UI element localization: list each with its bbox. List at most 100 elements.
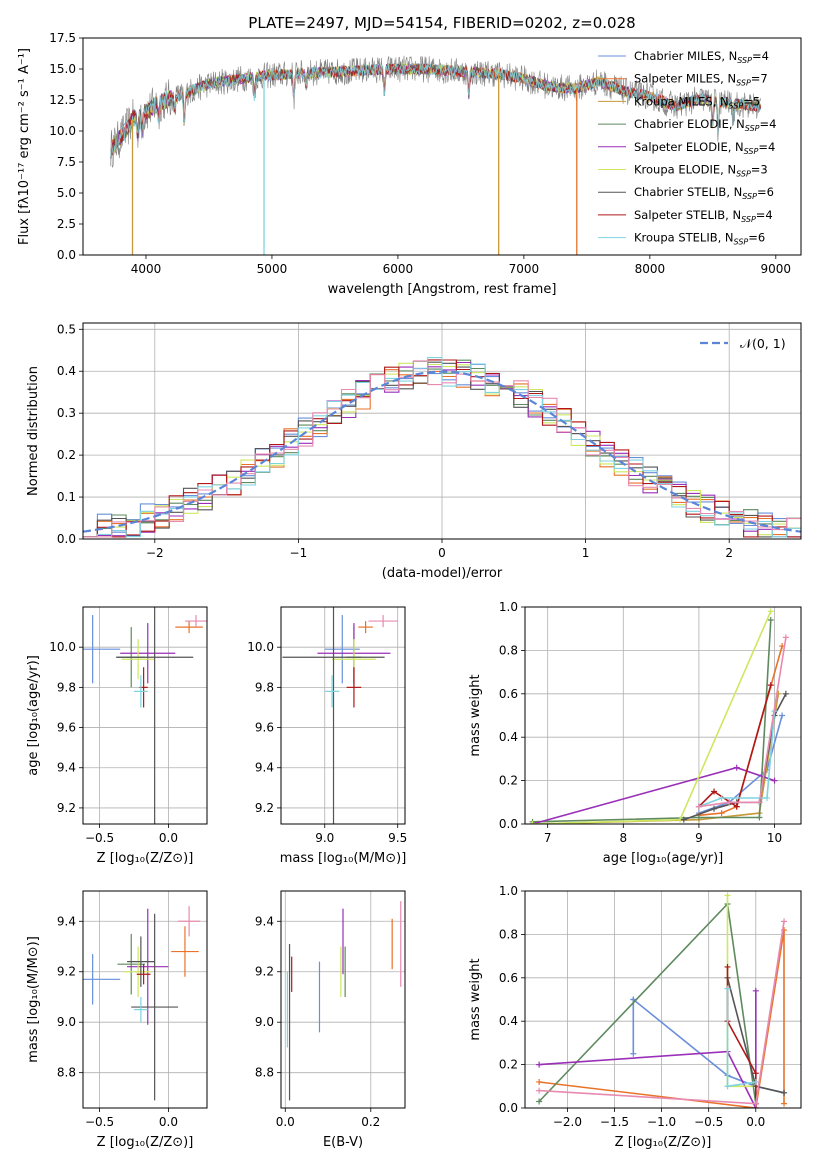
tick-label-y: 0.2 — [499, 1058, 518, 1072]
tick-label-y: 5.0 — [57, 186, 76, 200]
legend-subscript: SSP — [736, 170, 751, 179]
legend-tail: =5 — [743, 94, 760, 108]
tick-label-x: 6000 — [383, 262, 414, 276]
plot-area-age-vs-mass — [282, 607, 398, 824]
tick-label-x: 8000 — [635, 262, 666, 276]
tick-label-y: 9.6 — [57, 721, 76, 735]
errorbar-point — [368, 615, 398, 628]
tick-label-y: 0.5 — [57, 322, 76, 336]
tick-label-x: −2.0 — [553, 1115, 582, 1129]
weight-marker — [752, 1078, 759, 1085]
weight-marker — [718, 810, 725, 817]
errorbar-point — [171, 926, 199, 977]
legend-entry: Kroupa STELIB, NSSP=6 — [634, 231, 765, 247]
axes-weight-vs-age: 7 8 9 10 0.0 0.2 0.4 0.6 0.8 1.0 age [log₁₀(age/yr… — [468, 600, 802, 866]
axis-label-y: Normed distribution — [26, 366, 41, 496]
tick-label-y: 1.0 — [499, 600, 518, 614]
plot-area-age-vs-Z — [83, 607, 207, 824]
errorbar-point — [127, 908, 169, 1025]
tick-label-y: 0.2 — [57, 448, 76, 462]
tick-label-y: 0.0 — [499, 1101, 518, 1115]
errorbar-point — [178, 906, 201, 937]
legend-subscript: SSP — [729, 101, 744, 110]
model-spectrum-line — [110, 63, 762, 159]
axis-label-x: age [log₁₀(age/yr)] — [603, 851, 724, 866]
tick-label-x: −0.5 — [85, 1115, 114, 1129]
legend-subscript: SSP — [744, 147, 759, 156]
weight-marker — [779, 712, 786, 719]
errorbar-point — [346, 667, 362, 708]
weight-line — [532, 693, 780, 824]
legend-label: Salpeter MILES, N — [634, 72, 736, 86]
weight-marker — [724, 892, 731, 899]
weight-marker — [767, 608, 774, 615]
weight-line — [532, 619, 772, 823]
tick-label-y: 9.2 — [57, 801, 76, 815]
weight-marker — [767, 617, 774, 624]
errorbar-point — [83, 954, 121, 1005]
legend-label: Salpeter ELODIE, N — [634, 140, 744, 154]
weight-marker — [782, 634, 789, 641]
tick-label-x: 9000 — [761, 262, 792, 276]
axes-mass-vs-Z: −0.5 0.0 8.8 9.0 9.2 9.4 Z [log₁₀(Z/Z⊙)] mass [… — [26, 890, 208, 1150]
tick-label-x: 7000 — [509, 262, 540, 276]
weight-line — [698, 645, 783, 817]
weight-marker — [711, 788, 718, 795]
axis-label-y: mass weight — [468, 958, 483, 1040]
tick-label-x: 7 — [544, 831, 552, 845]
errorbar-point — [124, 946, 152, 997]
plot-area-weight-vs-age — [529, 608, 789, 824]
weight-marker — [756, 814, 763, 821]
axes-frame — [82, 606, 208, 825]
axes-frame — [524, 606, 802, 825]
weight-marker — [536, 1087, 543, 1094]
legend-entry: Salpeter ELODIE, NSSP=4 — [634, 140, 775, 156]
tick-label-x: −2 — [146, 546, 164, 560]
tick-label-y: 9.4 — [57, 914, 76, 928]
tick-label-x: 9.0 — [315, 831, 334, 845]
weight-marker — [771, 777, 778, 784]
tick-label-y: 9.4 — [255, 914, 274, 928]
tick-label-y: 10.0 — [49, 640, 76, 654]
legend-tail: =7 — [751, 72, 768, 86]
tick-label-y: 0.6 — [499, 971, 518, 985]
tick-label-y: 0.8 — [499, 643, 518, 657]
weight-marker — [718, 794, 725, 801]
tick-label-y: 0.0 — [499, 817, 518, 831]
legend-entry: Chabrier ELODIE, NSSP=4 — [634, 117, 776, 133]
weight-marker — [724, 985, 731, 992]
tick-label-y: 0.4 — [57, 364, 76, 378]
errorbar-point — [133, 675, 148, 708]
axis-label-y: mass weight — [468, 674, 483, 756]
legend-subscript: SSP — [742, 192, 757, 201]
weight-marker — [536, 1061, 543, 1068]
axes-age-vs-mass: 9.0 9.5 9.2 9.4 9.6 9.8 10.0 mass [log₁₀(M/M⊙)] — [247, 606, 407, 866]
errorbar-point — [175, 621, 203, 634]
axis-label-x: wavelength [Angstrom, rest frame] — [328, 282, 557, 297]
legend-subscript: SSP — [736, 79, 751, 88]
axis-label-y: Flux [fλ10⁻¹⁷ erg cm⁻² s⁻¹ A⁻¹] — [17, 48, 32, 245]
tick-label-x: 0.0 — [276, 1115, 295, 1129]
tick-label-x: 4000 — [131, 262, 162, 276]
tick-label-y: 9.0 — [255, 1015, 274, 1029]
weight-marker — [724, 963, 731, 970]
legend-label: Kroupa STELIB, N — [634, 231, 734, 245]
plot-area-mass-vs-ebv — [286, 901, 402, 1101]
axes-residuals: −2 −1 0 1 2 0.0 0.1 0.2 0.3 0.4 0.5 (data-model)/er… — [26, 322, 802, 581]
errorbar-point — [133, 996, 148, 1023]
legend-subscript: SSP — [741, 215, 756, 224]
weight-marker — [630, 1050, 637, 1057]
legend-tail: =4 — [760, 117, 777, 131]
errorbar-point — [83, 615, 121, 684]
plot-area-residuals — [83, 357, 801, 538]
weight-marker — [781, 1100, 788, 1107]
axes-frame — [82, 890, 208, 1109]
errorbar-point — [136, 964, 151, 985]
tick-label-x: 1 — [582, 546, 590, 560]
legend-label: Chabrier MILES, N — [634, 49, 737, 63]
weight-line — [726, 895, 756, 1088]
axes-mass-vs-ebv: 0.0 0.2 8.8 9.0 9.2 9.4 E(B-V) — [255, 890, 406, 1150]
legend-subscript: SSP — [737, 56, 752, 65]
tick-label-x: 0.0 — [159, 1115, 178, 1129]
